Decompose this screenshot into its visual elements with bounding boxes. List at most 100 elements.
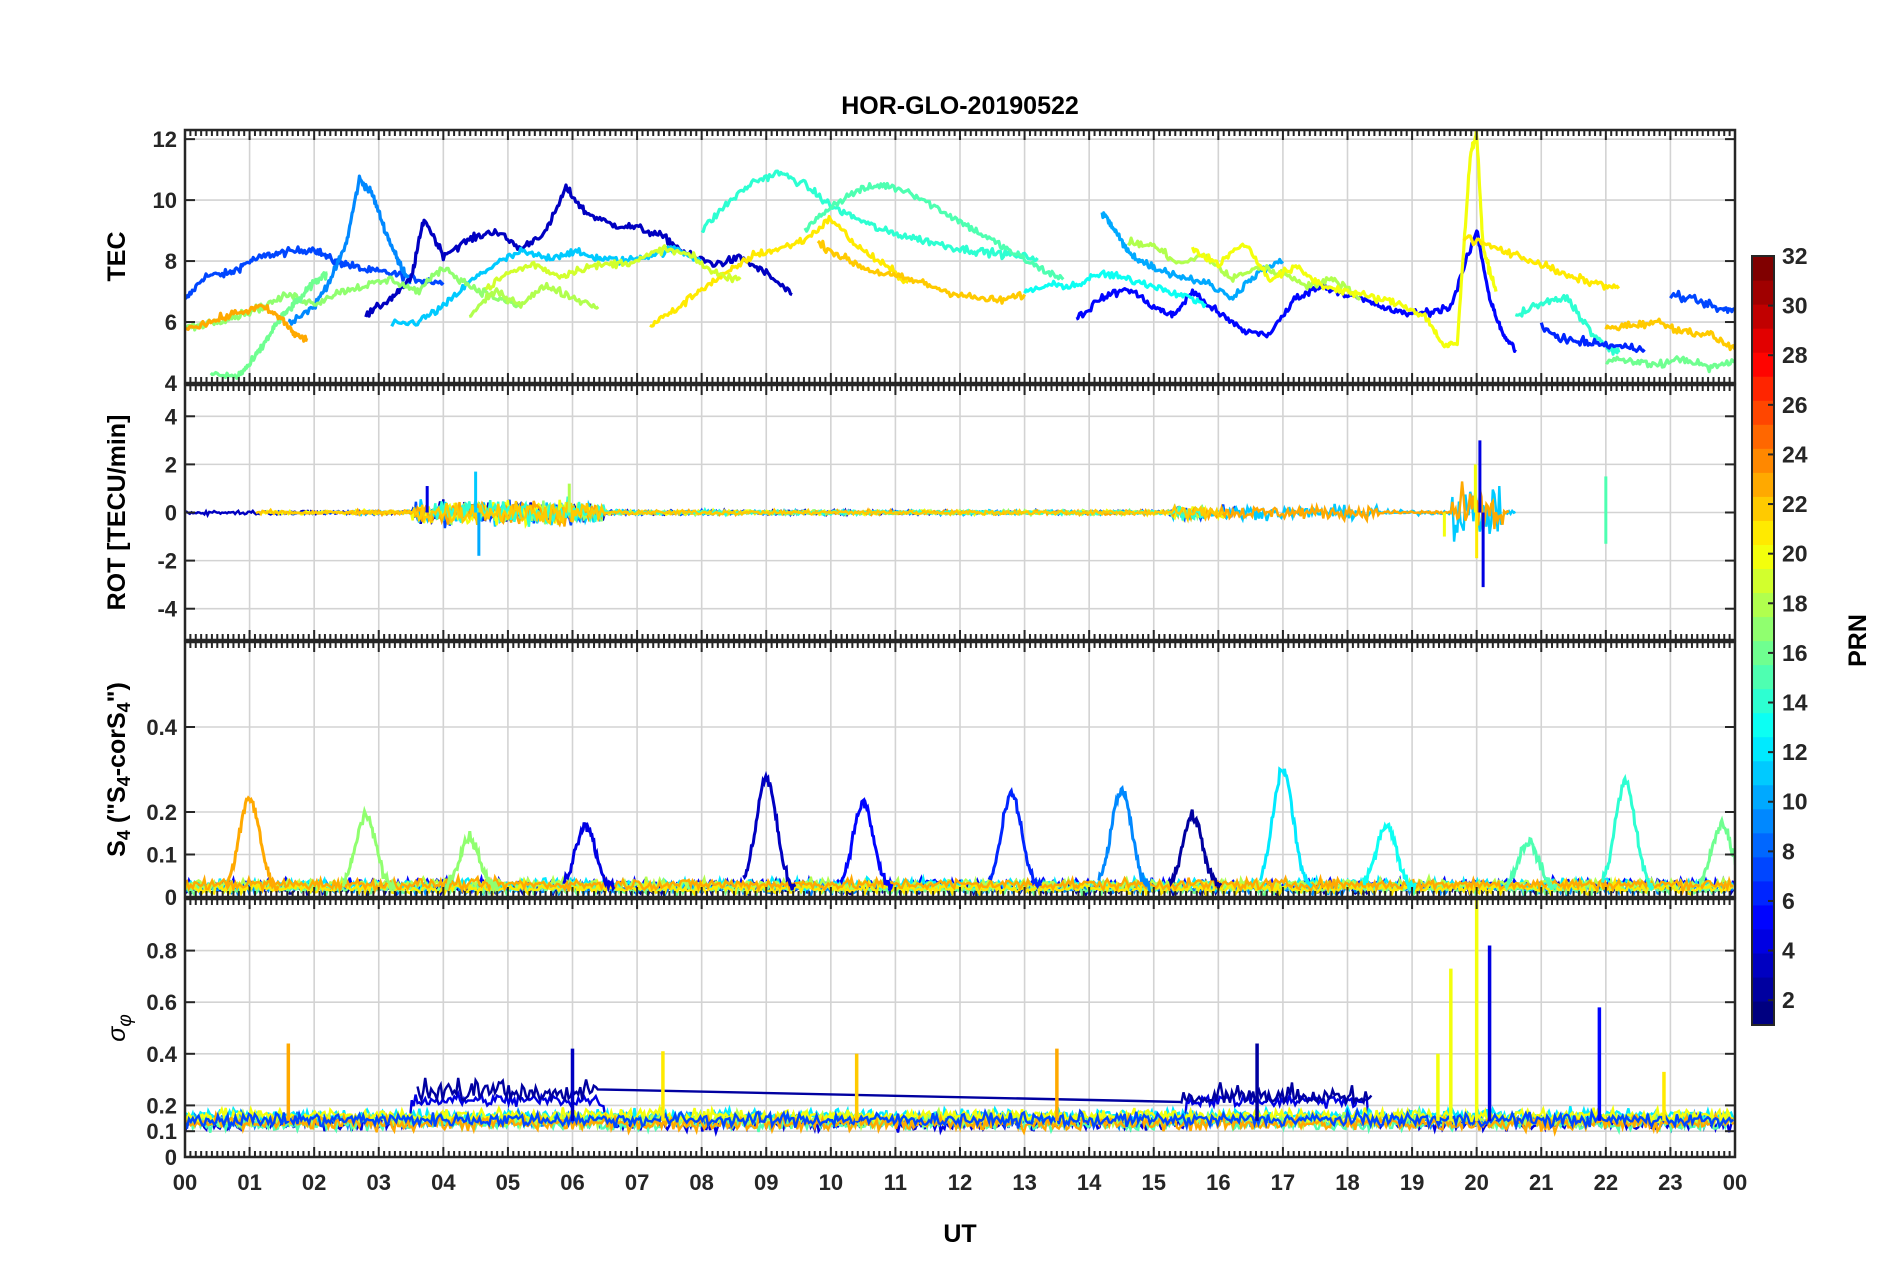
s4-peak-prn-4 xyxy=(562,821,616,894)
series-prn-20 xyxy=(1190,130,1498,349)
rot-prn-22 xyxy=(255,500,1224,526)
y-tick-label-tec: 6 xyxy=(165,310,177,335)
chart-title: HOR-GLO-20190522 xyxy=(841,92,1079,120)
s4-peak-prn-9 xyxy=(1097,784,1152,894)
y-axis-label-tec: TEC xyxy=(103,232,131,282)
x-tick-label: 01 xyxy=(237,1170,261,1195)
x-tick-label: 21 xyxy=(1529,1170,1553,1195)
y-tick-label-rot: 4 xyxy=(165,404,178,429)
colorbar-bin xyxy=(1752,856,1774,882)
s4-peak-prn-12 xyxy=(1258,766,1313,889)
sigma-burst-prn-2 xyxy=(416,1076,1373,1106)
y-tick-label-sigma: 0.8 xyxy=(146,939,177,964)
colorbar-bin xyxy=(1752,616,1774,642)
colorbar-bin xyxy=(1752,544,1774,570)
s4-peak-prn-15 xyxy=(1504,836,1558,892)
ticks-s4: 0 0.1 0.2 0.4 xyxy=(146,642,1736,910)
series-prn-7 xyxy=(1669,289,1735,314)
s4-peak-prn-3 xyxy=(742,770,797,891)
series-prn-19 xyxy=(480,244,742,295)
y-tick-label-s4: 0.4 xyxy=(146,715,177,740)
colorbar-bin xyxy=(1752,1000,1774,1026)
colorbar-bin xyxy=(1752,952,1774,978)
panel-s4: 0 0.1 0.2 0.4 S4 ("S4-corS4") xyxy=(103,640,1737,910)
y-axis-label-sigma: σφ xyxy=(103,1014,136,1041)
y-tick-label-rot: 0 xyxy=(165,501,177,526)
series-prn-16 xyxy=(209,271,328,380)
panel-rot: -4 -2 0 2 4 ROT [TECU/min] xyxy=(103,383,1737,642)
y-tick-label-s4: 0.2 xyxy=(146,800,177,825)
s4-peak-prn-13 xyxy=(1362,821,1417,895)
x-tick-label: 02 xyxy=(302,1170,326,1195)
colorbar-bin xyxy=(1752,592,1774,618)
y-tick-label-sigma: 0.1 xyxy=(146,1119,177,1144)
x-tick-label: 09 xyxy=(754,1170,778,1195)
panel-sigma: 00.10.2 0.4 0.6 0.8 σφ xyxy=(103,897,1737,1170)
x-tick-labels: 00 01 02 03 04 05 06 07 08 09 10 11 12 13 14 15 16 17 18 19… xyxy=(173,1170,1747,1195)
colorbar-tick-label: 4 xyxy=(1782,938,1795,964)
y-tick-label-s4: 0 xyxy=(165,885,177,910)
colorbar-tick-label: 12 xyxy=(1782,739,1808,765)
colorbar-bin xyxy=(1752,976,1774,1002)
series-prn-16 xyxy=(1605,355,1735,374)
series-prn-21 xyxy=(649,214,909,328)
x-tick-label: 22 xyxy=(1594,1170,1618,1195)
series-prn-22 xyxy=(1604,317,1735,352)
x-tick-label: 07 xyxy=(625,1170,649,1195)
colorbar-bin xyxy=(1752,448,1774,473)
x-tick-label: 03 xyxy=(367,1170,391,1195)
colorbar-bin xyxy=(1752,304,1774,329)
s4-peak-prn-23 xyxy=(225,795,280,893)
y-tick-label-sigma: 0.2 xyxy=(146,1093,177,1118)
colorbar-bin xyxy=(1752,928,1774,954)
x-tick-label: 00 xyxy=(173,1170,197,1195)
colorbar-tick-label: 18 xyxy=(1782,590,1808,616)
colorbar-tick-label: 26 xyxy=(1782,392,1808,418)
ticks-sigma: 00.10.2 0.4 0.6 0.8 xyxy=(146,899,1736,1170)
series-prn-14 xyxy=(700,169,1039,263)
s4-peak-prn-5 xyxy=(839,797,894,894)
series-prn-13 xyxy=(1023,269,1207,309)
colorbar-bin xyxy=(1752,328,1774,353)
x-tick-label: 19 xyxy=(1400,1170,1424,1195)
colorbar-bin xyxy=(1752,568,1774,594)
y-axis-label-s4: S4 ("S4-corS4") xyxy=(103,682,134,857)
colorbar-label: PRN xyxy=(1844,614,1872,667)
x-tick-label: 10 xyxy=(819,1170,843,1195)
data-tec xyxy=(185,130,1735,380)
ticks-tec: 4 6 8 10 12 xyxy=(153,127,1736,396)
series-prn-10 xyxy=(1100,211,1285,301)
colorbar-bin xyxy=(1752,352,1774,377)
colorbar-tick-label: 32 xyxy=(1782,243,1808,269)
y-axis-label-rot: ROT [TECU/min] xyxy=(103,415,131,611)
colorbar-bin xyxy=(1752,376,1774,401)
series-prn-15 xyxy=(803,181,1065,281)
x-tick-label: 17 xyxy=(1271,1170,1295,1195)
s4-peak-prn-16 xyxy=(1698,815,1735,888)
colorbar-bin xyxy=(1752,760,1774,786)
colorbar-tick-label: 24 xyxy=(1782,441,1808,467)
y-tick-label-rot: 2 xyxy=(165,452,177,477)
colorbar-tick-label: 20 xyxy=(1782,541,1808,567)
s4-peak-prn-17 xyxy=(445,830,500,895)
x-tick-label: 11 xyxy=(884,1170,907,1195)
ticks-rot: -4 -2 0 2 4 xyxy=(157,385,1736,640)
x-tick-label: 15 xyxy=(1142,1170,1166,1195)
x-tick-label: 23 xyxy=(1658,1170,1682,1195)
data-rot xyxy=(185,440,1608,588)
series-prn-3 xyxy=(364,183,793,318)
x-tick-label: 06 xyxy=(560,1170,584,1195)
x-tick-label: 20 xyxy=(1464,1170,1488,1195)
colorbar-tick-label: 16 xyxy=(1782,640,1808,666)
x-tick-label: 04 xyxy=(431,1170,456,1195)
series-prn-22 xyxy=(816,239,1026,305)
y-tick-label-sigma: 0 xyxy=(165,1145,177,1170)
series-prn-6 xyxy=(1539,322,1646,353)
colorbar-tick-label: 22 xyxy=(1782,491,1808,517)
colorbar-bin xyxy=(1752,688,1774,714)
series-prn-21 xyxy=(1462,234,1621,291)
colorbar-tick-label: 2 xyxy=(1782,987,1795,1013)
s4-peak-prn-2 xyxy=(1168,809,1223,889)
